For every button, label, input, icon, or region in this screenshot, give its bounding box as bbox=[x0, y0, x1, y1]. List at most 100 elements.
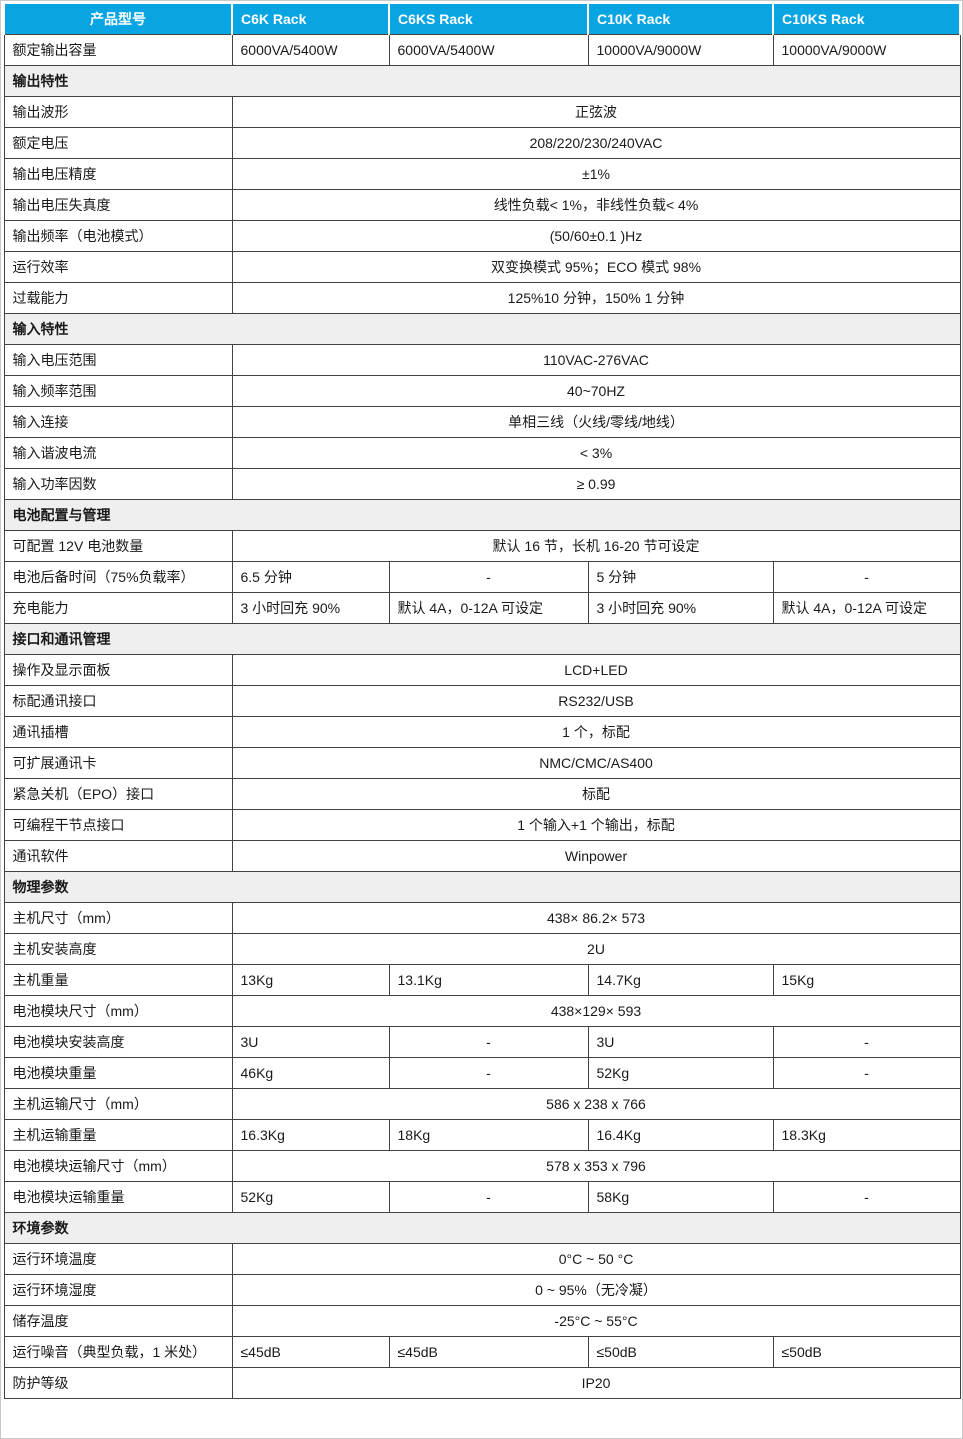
spec-label-cell: 储存温度 bbox=[3, 1305, 233, 1337]
table-row: 电池后备时间（75%负载率） 6.5 分钟 -5 分钟 - bbox=[3, 561, 961, 593]
table-row: 输出电压精度 ±1% bbox=[3, 158, 961, 190]
spec-value-cell: 3 小时回充 90% bbox=[231, 592, 390, 624]
table-row: 额定电压 208/220/230/240VAC bbox=[3, 127, 961, 159]
spec-value-cell: ≤45dB bbox=[388, 1336, 589, 1368]
spec-value-cell: ≤50dB bbox=[587, 1336, 774, 1368]
spec-value-cell: 14.7Kg bbox=[587, 964, 774, 996]
table-row: 防护等级 IP20 bbox=[3, 1367, 961, 1399]
table-row: 主机运输重量 16.3Kg 18Kg 16.4Kg 18.3Kg bbox=[3, 1119, 961, 1151]
spec-label-cell: 输入功率因数 bbox=[3, 468, 233, 500]
spec-label-cell: 额定电压 bbox=[3, 127, 233, 159]
spec-value-cell: Winpower bbox=[231, 840, 961, 872]
spec-label-cell: 输出频率（电池模式） bbox=[3, 220, 233, 252]
spec-value-cell: 13Kg bbox=[231, 964, 390, 996]
spec-value-cell: 双变换模式 95%；ECO 模式 98% bbox=[231, 251, 961, 283]
table-row: 通讯插槽 1 个，标配 bbox=[3, 716, 961, 748]
table-row: 输入电压范围 110VAC-276VAC bbox=[3, 344, 961, 376]
section-row: 环境参数 bbox=[3, 1212, 961, 1244]
spec-value-cell: 16.3Kg bbox=[231, 1119, 390, 1151]
spec-value-cell: - bbox=[388, 1026, 589, 1058]
spec-label-cell: 输入连接 bbox=[3, 406, 233, 438]
section-header-cell: 物理参数 bbox=[3, 871, 961, 903]
section-row: 输出特性 bbox=[3, 65, 961, 97]
spec-label-cell: 运行环境湿度 bbox=[3, 1274, 233, 1306]
spec-label-cell: 防护等级 bbox=[3, 1367, 233, 1399]
section-row: 接口和通讯管理 bbox=[3, 623, 961, 655]
spec-value-cell: 正弦波 bbox=[231, 96, 961, 128]
table-row: 输入功率因数 ≥ 0.99 bbox=[3, 468, 961, 500]
section-header-cell: 输入特性 bbox=[3, 313, 961, 345]
spec-value-cell: 3 小时回充 90% bbox=[587, 592, 774, 624]
spec-label-cell: 电池模块重量 bbox=[3, 1057, 233, 1089]
spec-value-cell: 18.3Kg bbox=[772, 1119, 961, 1151]
header-model-cell: C10KS Rack bbox=[772, 3, 961, 35]
section-row: 输入特性 bbox=[3, 313, 961, 345]
section-header-cell: 电池配置与管理 bbox=[3, 499, 961, 531]
spec-value-cell: 3U bbox=[587, 1026, 774, 1058]
table-row: 电池模块重量 46Kg -52Kg - bbox=[3, 1057, 961, 1089]
spec-value-cell: 线性负载< 1%，非线性负载< 4% bbox=[231, 189, 961, 221]
spec-value-cell: LCD+LED bbox=[231, 654, 961, 686]
spec-label-cell: 输出电压失真度 bbox=[3, 189, 233, 221]
spec-label-cell: 运行噪音（典型负载，1 米处） bbox=[3, 1336, 233, 1368]
spec-value-cell: 110VAC-276VAC bbox=[231, 344, 961, 376]
spec-value-cell: ≤50dB bbox=[772, 1336, 961, 1368]
table-row: 主机安装高度 2U bbox=[3, 933, 961, 965]
spec-value-cell: 默认 16 节，长机 16-20 节可设定 bbox=[231, 530, 961, 562]
table-row: 标配通讯接口 RS232/USB bbox=[3, 685, 961, 717]
spec-value-cell: 18Kg bbox=[388, 1119, 589, 1151]
spec-label-cell: 紧急关机（EPO）接口 bbox=[3, 778, 233, 810]
spec-label-cell: 主机安装高度 bbox=[3, 933, 233, 965]
section-row: 物理参数 bbox=[3, 871, 961, 903]
spec-value-cell: RS232/USB bbox=[231, 685, 961, 717]
table-row: 输入谐波电流 < 3% bbox=[3, 437, 961, 469]
spec-label-cell: 输出波形 bbox=[3, 96, 233, 128]
table-row: 充电能力 3 小时回充 90% 默认 4A，0-12A 可设定 3 小时回充 90% 默… bbox=[3, 592, 961, 624]
spec-label-cell: 额定输出容量 bbox=[3, 34, 233, 66]
table-row: 输入频率范围 40~70HZ bbox=[3, 375, 961, 407]
table-row: 主机运输尺寸（mm） 586 x 238 x 766 bbox=[3, 1088, 961, 1120]
spec-label-cell: 充电能力 bbox=[3, 592, 233, 624]
spec-label-cell: 可扩展通讯卡 bbox=[3, 747, 233, 779]
header-model-cell: C6KS Rack bbox=[388, 3, 589, 35]
spec-value-cell: NMC/CMC/AS400 bbox=[231, 747, 961, 779]
spec-value-cell: 6.5 分钟 bbox=[231, 561, 390, 593]
spec-value-cell: < 3% bbox=[231, 437, 961, 469]
spec-label-cell: 主机运输重量 bbox=[3, 1119, 233, 1151]
spec-value-cell: -25°C ~ 55°C bbox=[231, 1305, 961, 1337]
spec-label-cell: 输入电压范围 bbox=[3, 344, 233, 376]
spec-label-cell: 电池后备时间（75%负载率） bbox=[3, 561, 233, 593]
section-header-cell: 环境参数 bbox=[3, 1212, 961, 1244]
section-header-cell: 接口和通讯管理 bbox=[3, 623, 961, 655]
header-product-model-cell: 产品型号 bbox=[3, 3, 233, 35]
spec-label-cell: 主机重量 bbox=[3, 964, 233, 996]
spec-value-cell: 默认 4A，0-12A 可设定 bbox=[772, 592, 961, 624]
spec-label-cell: 过载能力 bbox=[3, 282, 233, 314]
spec-value-cell: 默认 4A，0-12A 可设定 bbox=[388, 592, 589, 624]
spec-label-cell: 输入谐波电流 bbox=[3, 437, 233, 469]
spec-value-cell: 58Kg bbox=[587, 1181, 774, 1213]
spec-value-cell: 0 ~ 95%（无冷凝） bbox=[231, 1274, 961, 1306]
table-row: 操作及显示面板 LCD+LED bbox=[3, 654, 961, 686]
spec-value-cell: 6000VA/5400W bbox=[231, 34, 390, 66]
spec-label-cell: 可编程干节点接口 bbox=[3, 809, 233, 841]
section-header-cell: 输出特性 bbox=[3, 65, 961, 97]
spec-value-cell: 0°C ~ 50 °C bbox=[231, 1243, 961, 1275]
table-row: 主机重量 13Kg 13.1Kg 14.7Kg 15Kg bbox=[3, 964, 961, 996]
spec-label-cell: 运行环境温度 bbox=[3, 1243, 233, 1275]
table-row: 输入连接 单相三线（火线/零线/地线） bbox=[3, 406, 961, 438]
spec-table: 产品型号 C6K Rack C6KS Rack C10K Rack C10KS Rac… bbox=[3, 3, 961, 1399]
spec-label-cell: 输出电压精度 bbox=[3, 158, 233, 190]
spec-value-cell: 40~70HZ bbox=[231, 375, 961, 407]
section-row: 电池配置与管理 bbox=[3, 499, 961, 531]
spec-value-cell: ≥ 0.99 bbox=[231, 468, 961, 500]
table-row: 储存温度 -25°C ~ 55°C bbox=[3, 1305, 961, 1337]
table-row: 主机尺寸（mm） 438× 86.2× 573 bbox=[3, 902, 961, 934]
header-model-cell: C10K Rack bbox=[587, 3, 774, 35]
spec-value-cell: ±1% bbox=[231, 158, 961, 190]
spec-value-cell: 10000VA/9000W bbox=[587, 34, 774, 66]
table-row: 输出电压失真度 线性负载< 1%，非线性负载< 4% bbox=[3, 189, 961, 221]
spec-value-cell: 3U bbox=[231, 1026, 390, 1058]
spec-label-cell: 电池模块运输重量 bbox=[3, 1181, 233, 1213]
